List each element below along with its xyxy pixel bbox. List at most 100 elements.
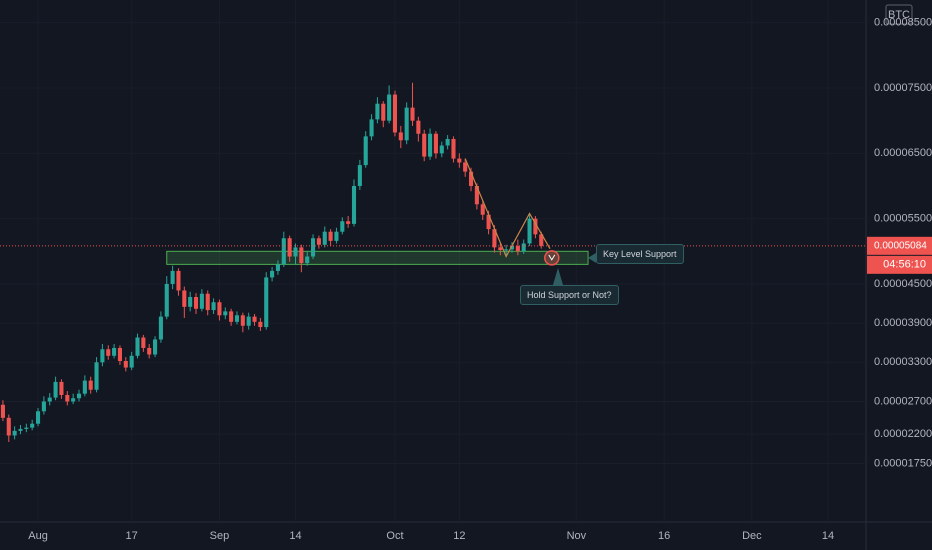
candle-body xyxy=(129,355,134,368)
x-tick-label: Aug xyxy=(28,530,48,542)
candle-body xyxy=(117,347,123,362)
candle-body xyxy=(193,297,199,309)
candle-body xyxy=(486,214,491,230)
candle-body xyxy=(463,162,468,172)
candle-body xyxy=(451,138,456,159)
y-tick-label: 0.00007500 xyxy=(874,82,932,94)
candle-body xyxy=(468,171,474,186)
annotation: Key Level Support xyxy=(596,244,684,264)
candle-body xyxy=(445,138,450,146)
x-tick-label: 16 xyxy=(658,530,670,542)
candle-body xyxy=(322,231,327,245)
candle-body xyxy=(363,136,368,166)
unit-label: BTC xyxy=(888,9,910,21)
candle-body xyxy=(504,249,509,251)
candle-body xyxy=(474,185,479,205)
candle-body xyxy=(509,246,515,250)
candle-body xyxy=(12,430,17,436)
candle-body xyxy=(82,380,87,394)
candle-body xyxy=(88,380,93,390)
x-tick-label: 14 xyxy=(289,530,301,542)
support-zone xyxy=(166,250,589,265)
candle-body xyxy=(310,238,316,257)
last-price-label: 0.00005084 xyxy=(874,240,927,251)
candle-body xyxy=(234,315,240,322)
x-tick-label: Nov xyxy=(567,530,587,542)
candle-body xyxy=(141,337,146,348)
target-arrow xyxy=(548,254,556,261)
candle-body xyxy=(0,404,5,418)
candle-body xyxy=(53,381,58,398)
candle-body xyxy=(164,283,169,317)
y-tick-label: 0.00002700 xyxy=(874,395,932,407)
candle-body xyxy=(170,270,175,284)
candle-body xyxy=(521,243,526,252)
candle-body xyxy=(182,290,187,307)
candle-body xyxy=(410,107,415,121)
countdown-label: 04:56:10 xyxy=(883,259,926,271)
candle-body xyxy=(258,321,263,328)
candle-body xyxy=(229,311,234,322)
candle-body xyxy=(533,218,538,235)
candle-body xyxy=(422,133,427,157)
candle-body xyxy=(240,315,245,326)
y-tick-label: 0.00004500 xyxy=(874,278,932,290)
x-tick-label: 17 xyxy=(126,530,138,542)
candle-body xyxy=(375,103,380,120)
candle-body xyxy=(94,362,99,390)
candle-body xyxy=(527,218,532,244)
candle-body xyxy=(158,316,163,340)
candle-body xyxy=(457,158,462,163)
y-tick-label: 0.00008500 xyxy=(874,17,932,29)
candle-body xyxy=(328,231,333,241)
x-tick-label: 12 xyxy=(453,530,465,542)
candle-body xyxy=(59,381,64,395)
candle-body xyxy=(223,311,228,316)
callout-pointer xyxy=(553,267,563,285)
candle-body xyxy=(65,394,70,402)
target-marker xyxy=(544,250,560,266)
candle-body xyxy=(153,339,158,355)
candle-body xyxy=(439,145,444,154)
candle-body xyxy=(346,221,351,224)
candle-body xyxy=(211,302,216,311)
last-price-box xyxy=(867,236,932,255)
candle-body xyxy=(404,107,409,141)
y-tick-label: 0.00002200 xyxy=(874,428,932,440)
candle-body xyxy=(398,132,403,141)
candle-body xyxy=(41,401,46,412)
x-tick-label: Oct xyxy=(386,530,403,542)
candle-body xyxy=(305,256,310,264)
candle-body xyxy=(264,277,269,328)
candle-body xyxy=(515,246,520,252)
candle-body xyxy=(492,229,497,248)
candle-body xyxy=(357,165,362,186)
x-tick-label: Dec xyxy=(742,530,762,542)
candle-body xyxy=(252,316,257,322)
candle-body xyxy=(539,234,544,246)
y-tick-label: 0.00005500 xyxy=(874,213,932,225)
candle-body xyxy=(47,397,52,402)
candle-body xyxy=(35,411,41,424)
candle-body xyxy=(24,427,29,429)
y-tick-label: 0.00003900 xyxy=(874,317,932,329)
candle-body xyxy=(147,347,152,355)
annotation: Hold Support or Not? xyxy=(520,285,619,305)
pattern-line xyxy=(464,158,551,258)
candle-body xyxy=(18,428,23,431)
candle-body xyxy=(6,417,11,436)
candle-body xyxy=(351,185,357,224)
candle-body xyxy=(76,393,82,399)
candle-body xyxy=(100,349,105,363)
candle-body xyxy=(135,337,140,356)
candle-body xyxy=(287,238,292,257)
candle-body xyxy=(340,221,345,232)
candle-body xyxy=(30,423,35,428)
candle-body xyxy=(428,133,433,157)
countdown-box xyxy=(867,255,932,274)
candle-body xyxy=(188,297,193,307)
candle-body xyxy=(480,204,485,215)
candle-body xyxy=(112,347,117,356)
